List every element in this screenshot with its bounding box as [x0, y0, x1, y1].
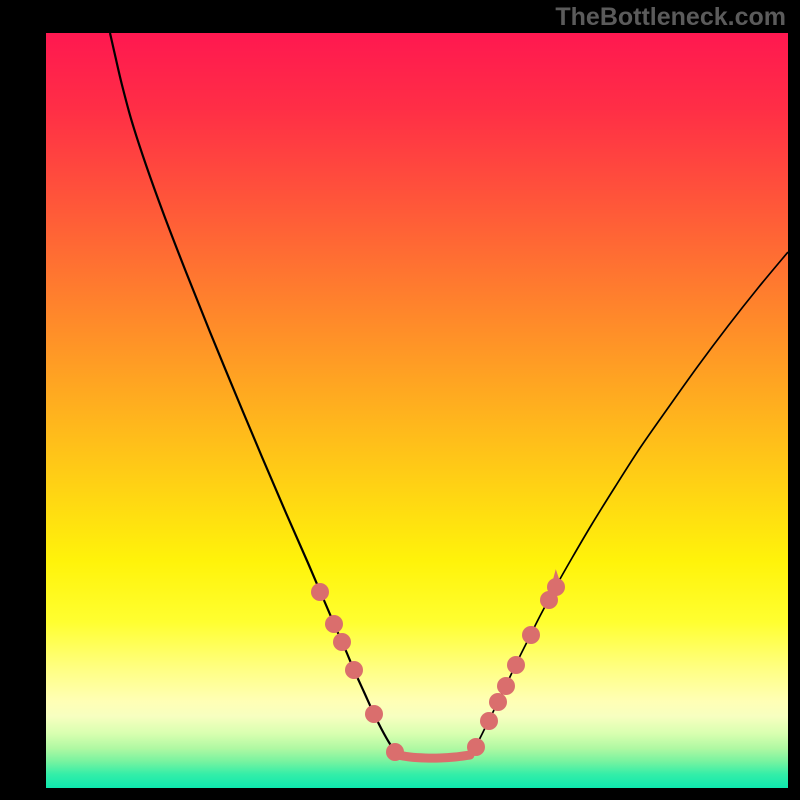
data-point [325, 615, 343, 633]
gradient-background [46, 33, 788, 788]
data-point [311, 583, 329, 601]
data-point [480, 712, 498, 730]
frame-left [0, 0, 46, 800]
data-point [386, 743, 404, 761]
data-point [522, 626, 540, 644]
data-point [333, 633, 351, 651]
data-point [507, 656, 525, 674]
data-point [345, 661, 363, 679]
data-point [547, 578, 565, 596]
data-point [489, 693, 507, 711]
bottleneck-chart [0, 0, 800, 800]
frame-bottom [0, 788, 800, 800]
valley-floor [398, 755, 470, 758]
watermark-text: TheBottleneck.com [555, 3, 786, 32]
data-point [365, 705, 383, 723]
data-point [467, 738, 485, 756]
data-point [497, 677, 515, 695]
frame-right [788, 0, 800, 800]
